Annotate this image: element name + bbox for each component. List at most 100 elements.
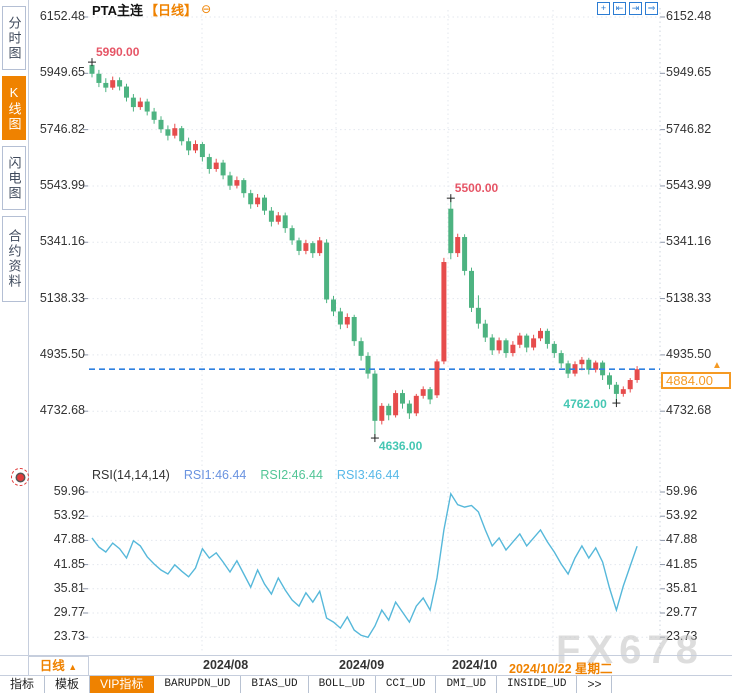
rsi-line	[91, 491, 638, 639]
candle-body	[469, 270, 474, 308]
candle-body	[455, 237, 461, 254]
candle-body	[420, 389, 426, 396]
period-selector-arrow-icon: ▲	[68, 662, 78, 672]
toolbar-tab-barupdn_ud[interactable]: BARUPDN_UD	[154, 676, 242, 693]
candle-body	[400, 393, 405, 404]
candle-body	[379, 405, 385, 421]
toolbar-tab-boll_ud[interactable]: BOLL_UD	[308, 676, 376, 693]
candle-body	[193, 144, 198, 151]
toolbar-tab-cci_ud[interactable]: CCI_UD	[375, 676, 437, 693]
toolbar-tab-dmi_ud[interactable]: DMI_UD	[436, 676, 498, 693]
indicator-toolbar: 指标 模板 VIP指标 BARUPDN_UD BIAS_UD BOLL_UD CCI_UD D…	[0, 676, 732, 693]
candle-body	[227, 175, 233, 186]
candle-body	[372, 373, 378, 421]
candle-body	[124, 86, 129, 98]
candle-body	[262, 197, 267, 211]
candle-body	[268, 210, 274, 222]
period-tag: 【日线】	[145, 2, 198, 18]
toolbar-top-border	[0, 675, 732, 676]
candle-body	[144, 101, 150, 112]
candle-body	[386, 405, 392, 416]
candle-body	[441, 262, 447, 362]
sidebar-tab-kline-chart[interactable]: K线图	[2, 76, 26, 140]
toolbar-tab-模板[interactable]: 模板	[45, 676, 91, 693]
period-selector-button[interactable]: 日线 ▲	[28, 656, 89, 676]
compress-left-icon[interactable]: ⇤	[613, 2, 626, 15]
candle-body	[489, 337, 495, 351]
candle-body	[586, 359, 592, 370]
candle-body	[413, 395, 419, 414]
candle-body	[531, 338, 537, 348]
candle-body	[310, 243, 316, 254]
candle-body	[496, 340, 502, 351]
candle-body	[234, 180, 240, 186]
rsi-header: RSI(14,14,14) RSI1:46.44 RSI2:46.44 RSI3…	[92, 468, 399, 482]
candle-body	[172, 128, 178, 136]
collapse-icon[interactable]: ⊖	[201, 2, 212, 16]
candle-body	[179, 128, 185, 142]
indicator-settings-icon[interactable]	[11, 468, 29, 486]
compress-right-icon[interactable]: ⇥	[629, 2, 642, 15]
rsi2-value: RSI2:46.44	[260, 468, 323, 482]
candle-body	[206, 157, 212, 170]
candle-body	[427, 389, 433, 400]
candle-body	[317, 240, 323, 254]
candle-body	[165, 129, 171, 136]
current-price-tag: 4884.00	[661, 372, 731, 390]
period-selector-label: 日线	[39, 659, 65, 673]
shift-right-icon[interactable]: ⇒	[645, 2, 658, 15]
candle-body	[275, 215, 281, 222]
candle-body	[296, 240, 302, 251]
candle-body	[503, 340, 509, 354]
price-tag-arrow-icon: ▲	[712, 360, 722, 372]
pan-icon[interactable]: +	[597, 2, 610, 15]
candle-body	[186, 141, 192, 151]
candle-body	[365, 355, 371, 374]
candle-body	[199, 144, 205, 158]
candle-body	[331, 299, 336, 312]
candle-body	[434, 361, 440, 396]
toolbar-tab-inside_ud[interactable]: INSIDE_UD	[497, 676, 578, 693]
symbol-name: PTA主连	[92, 2, 144, 18]
candle-body	[324, 242, 330, 300]
candle-body	[89, 64, 95, 74]
candle-body	[117, 80, 123, 87]
candle-body	[241, 180, 247, 194]
candle-body	[220, 162, 226, 176]
sidebar-tab-contract-info[interactable]: 合约资料	[2, 216, 26, 302]
candle-body	[482, 323, 488, 338]
candle-body	[137, 101, 143, 108]
candle-body	[558, 353, 564, 364]
candle-body	[538, 330, 543, 339]
candle-body	[448, 208, 454, 254]
candle-body	[393, 393, 399, 416]
sidebar-divider	[28, 0, 29, 676]
candle-body	[103, 82, 109, 88]
candle-body	[213, 162, 219, 170]
candle-body	[634, 369, 640, 381]
candle-body	[282, 215, 288, 229]
toolbar-tab-vip指标[interactable]: VIP指标	[90, 676, 155, 693]
candle-body	[510, 344, 516, 354]
candle-body	[351, 316, 357, 342]
candle-body	[303, 243, 309, 251]
candle-body	[627, 380, 633, 390]
rsi-indicator-name: RSI(14,14,14)	[92, 468, 170, 482]
toolbar-tab-more[interactable]: >>	[577, 676, 613, 693]
candle-body	[151, 111, 157, 120]
candle-body	[613, 384, 619, 394]
candle-body	[337, 311, 343, 325]
candle-body	[255, 197, 261, 205]
candle-body	[620, 389, 626, 394]
toolbar-tab-bias_ud[interactable]: BIAS_UD	[241, 676, 309, 693]
toolbar-tab-指标[interactable]: 指标	[0, 676, 46, 693]
candle-body	[96, 73, 102, 83]
sidebar-tab-time-chart[interactable]: 分时图	[2, 6, 26, 70]
candle-body	[289, 228, 295, 241]
candle-body	[248, 193, 254, 205]
chart-toolbar-icons: + ⇤ ⇥ ⇒	[597, 2, 658, 15]
candle-body	[593, 362, 599, 370]
sidebar-tab-flash-chart[interactable]: 闪电图	[2, 146, 26, 210]
